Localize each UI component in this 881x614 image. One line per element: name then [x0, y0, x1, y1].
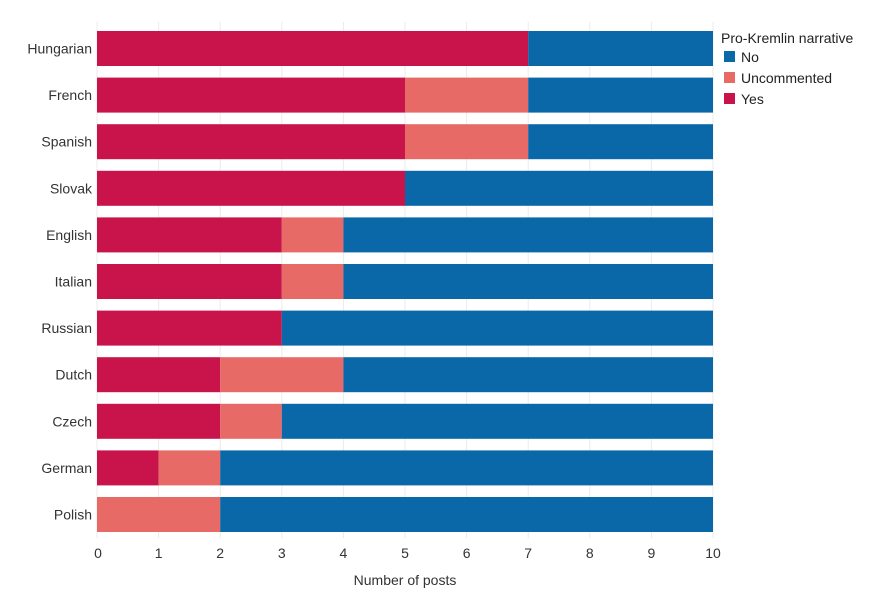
category-label-french: French: [48, 87, 92, 103]
legend-swatch-uncommented: [724, 72, 735, 83]
bar-dutch-no: [343, 357, 713, 393]
x-axis-title: Number of posts: [354, 572, 457, 588]
x-tick-label-4: 4: [340, 545, 348, 561]
bar-czech-uncommented: [220, 403, 282, 439]
legend-label-no: No: [741, 49, 759, 65]
category-label-english: English: [46, 227, 92, 243]
bar-italian-no: [343, 264, 713, 299]
bar-spanish-uncommented: [405, 124, 529, 160]
bar-russian-no: [281, 310, 713, 346]
bar-czech-yes: [97, 403, 221, 439]
bar-polish-uncommented: [97, 497, 221, 532]
bar-french-uncommented: [405, 77, 529, 113]
bar-english-no: [343, 217, 713, 253]
bar-polish-no: [220, 497, 713, 532]
bar-slovak-no: [405, 170, 713, 206]
bar-german-yes: [97, 450, 159, 486]
x-tick-label-10: 10: [705, 545, 721, 561]
x-tick-label-7: 7: [524, 545, 532, 561]
legend-label-yes: Yes: [741, 91, 764, 107]
bar-french-no: [528, 77, 713, 113]
bar-italian-uncommented: [281, 264, 344, 299]
bar-russian-yes: [97, 310, 282, 346]
bar-hungarian-yes: [97, 31, 529, 66]
bar-italian-yes: [97, 264, 282, 299]
x-tick-label-8: 8: [586, 545, 594, 561]
legend-swatch-yes: [724, 93, 735, 104]
bar-german-uncommented: [158, 450, 221, 486]
category-label-dutch: Dutch: [55, 367, 92, 383]
x-tick-label-9: 9: [648, 545, 656, 561]
x-tick-label-5: 5: [401, 545, 409, 561]
x-tick-label-0: 0: [94, 545, 102, 561]
bar-english-yes: [97, 217, 282, 253]
category-label-hungarian: Hungarian: [27, 41, 92, 57]
legend-items: No Uncommented Yes: [724, 49, 832, 107]
category-label-italian: Italian: [55, 274, 92, 290]
category-label-czech: Czech: [52, 413, 92, 429]
x-tick-label-6: 6: [463, 545, 471, 561]
bar-german-no: [220, 450, 713, 486]
category-label-russian: Russian: [41, 320, 92, 336]
bar-slovak-yes: [97, 170, 405, 206]
legend: Pro-Kremlin narrative No Uncommented Yes: [721, 30, 853, 107]
x-tick-labels: 0 1 2 3 4 5 6 7 8 9 10: [94, 545, 721, 561]
legend-title: Pro-Kremlin narrative: [721, 30, 853, 46]
category-label-spanish: Spanish: [41, 134, 92, 150]
legend-label-uncommented: Uncommented: [741, 70, 832, 86]
category-labels: Hungarian French Spanish Slovak English Itali…: [27, 41, 93, 523]
category-label-german: German: [41, 460, 92, 476]
bar-spanish-no: [528, 124, 713, 160]
bar-french-yes: [97, 77, 405, 113]
bar-dutch-yes: [97, 357, 221, 393]
bar-spanish-yes: [97, 124, 405, 160]
x-tick-label-3: 3: [278, 545, 286, 561]
x-tick-label-2: 2: [216, 545, 224, 561]
legend-swatch-no: [724, 51, 735, 62]
bar-dutch-uncommented: [220, 357, 344, 393]
bar-czech-no: [281, 403, 713, 439]
x-tick-label-1: 1: [155, 545, 163, 561]
bar-english-uncommented: [281, 217, 344, 253]
category-label-polish: Polish: [54, 507, 92, 523]
bar-hungarian-no: [528, 31, 713, 66]
category-label-slovak: Slovak: [50, 180, 93, 196]
bars: [97, 31, 713, 532]
